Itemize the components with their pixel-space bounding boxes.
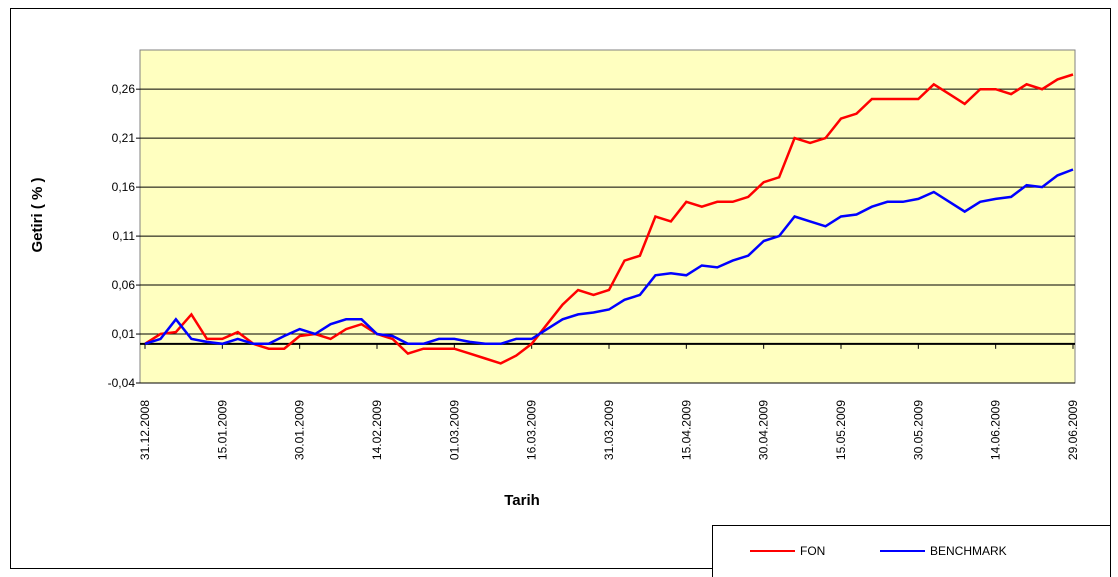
x-tick-label: 31.03.2009 (602, 400, 616, 460)
x-tick-label: 01.03.2009 (447, 400, 461, 460)
x-tick-label: 16.03.2009 (525, 400, 539, 460)
x-tick-label: 31.12.2008 (138, 400, 152, 460)
y-tick-label: 0,11 (113, 229, 136, 243)
x-tick-label: 29.06.2009 (1066, 400, 1080, 460)
y-tick-label: -0,04 (108, 376, 136, 390)
y-tick-label: 0,06 (112, 278, 136, 292)
y-tick-label: 0,01 (112, 327, 136, 341)
y-tick-label: 0,26 (112, 82, 136, 96)
x-tick-label: 30.01.2009 (293, 400, 307, 460)
series-line (144, 73, 1074, 365)
x-tick-label: 15.04.2009 (679, 400, 693, 460)
x-axis-label: Tarih (504, 492, 540, 509)
x-tick-label: 14.02.2009 (370, 400, 384, 460)
y-tick-label: 0,21 (112, 131, 136, 145)
x-tick-label: 30.05.2009 (911, 400, 925, 460)
legend-label: BENCHMARK (930, 544, 1007, 558)
y-tick-label: 0,16 (112, 180, 136, 194)
y-axis-label: Getiri ( % ) (29, 177, 46, 252)
legend-label: FON (800, 544, 825, 558)
x-tick-label: 30.04.2009 (757, 400, 771, 460)
series-line (144, 168, 1074, 346)
x-tick-label: 15.05.2009 (834, 400, 848, 460)
plot-area (139, 49, 1076, 384)
x-tick-label: 15.01.2009 (215, 400, 229, 460)
x-tick-label: 14.06.2009 (989, 400, 1003, 460)
